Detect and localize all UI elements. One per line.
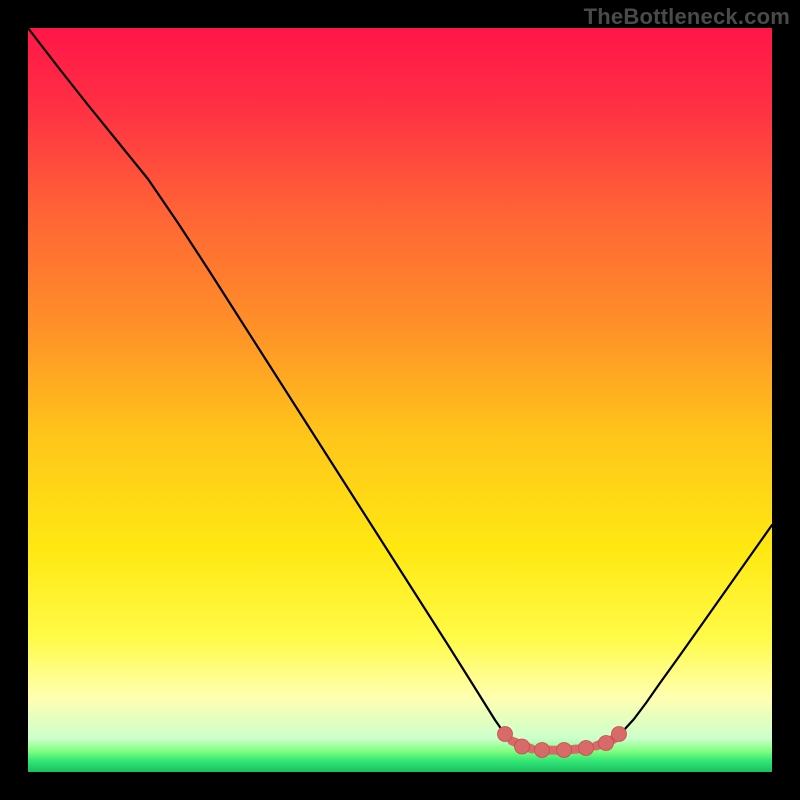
chart-background [28, 28, 772, 772]
marker-point [579, 741, 594, 756]
watermark-text: TheBottleneck.com [584, 4, 790, 30]
marker-point [535, 743, 550, 758]
marker-point [557, 743, 572, 758]
marker-point [498, 727, 513, 742]
chart-svg [28, 28, 772, 772]
marker-point [515, 739, 530, 754]
marker-point [612, 727, 627, 742]
marker-point [599, 736, 614, 751]
bottleneck-chart [28, 28, 772, 772]
